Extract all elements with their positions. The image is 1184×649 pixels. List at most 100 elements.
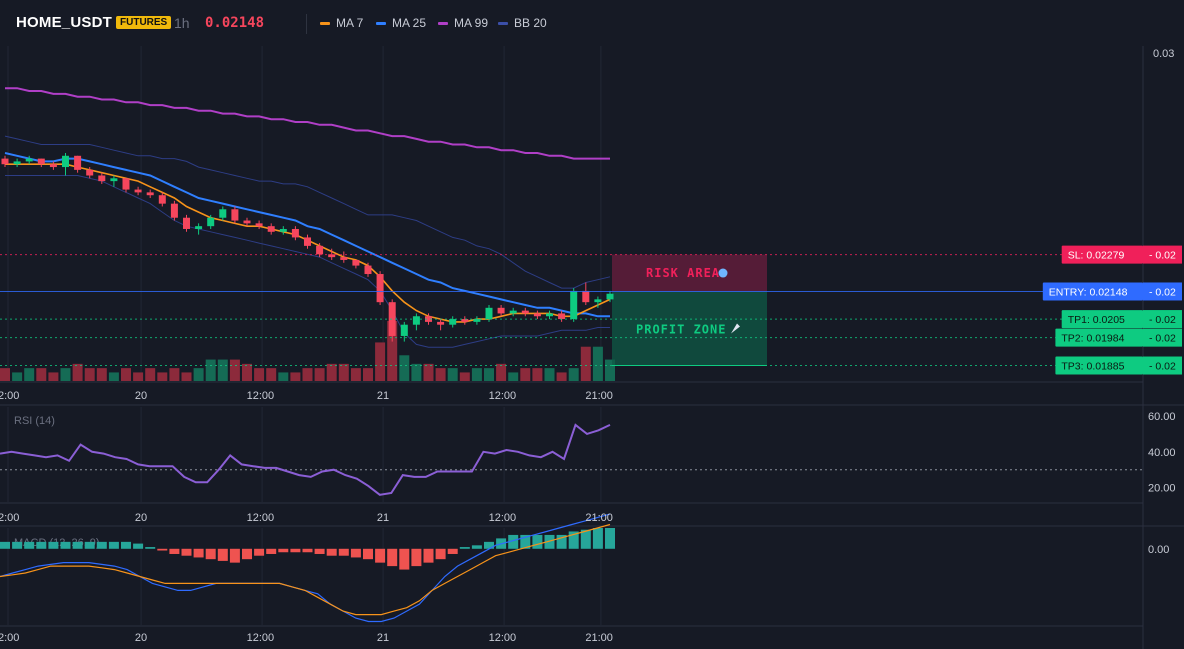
level-axis-tag <box>1143 328 1182 347</box>
candle-body <box>267 226 275 232</box>
level-axis-label: - 0.02 <box>1149 286 1176 298</box>
volume-bar <box>108 372 119 381</box>
candle-body <box>37 158 45 165</box>
candle-body <box>122 178 130 190</box>
candle-body <box>437 321 445 325</box>
time-axis-label: 21:00 <box>585 632 613 644</box>
macd-histogram-bar <box>459 547 470 549</box>
time-axis-label: 12:00 <box>489 512 517 524</box>
rsi-title: RSI (14) <box>14 415 55 427</box>
legend-label: MA 99 <box>454 16 489 30</box>
volume-bars <box>0 321 615 381</box>
rocket-icon <box>731 323 740 334</box>
level-tag-tp <box>1055 328 1143 347</box>
level-axis-label: - 0.02 <box>1149 314 1176 326</box>
timeframe-selector[interactable]: 1h <box>174 15 190 31</box>
macd-histogram-bar <box>169 548 180 554</box>
macd-histogram-bar <box>48 541 59 549</box>
volume-bar <box>580 346 591 381</box>
macd-panel: MACD (12, 26, 9) <box>0 513 615 623</box>
macd-histogram-bar <box>229 548 240 563</box>
macd-histogram-bar <box>72 541 83 549</box>
candle-body <box>62 155 69 168</box>
moving-averages <box>4 87 611 323</box>
volume-bar <box>496 363 507 381</box>
volume-bar <box>254 368 265 381</box>
volume-bar <box>302 368 313 381</box>
candle-body <box>195 226 203 229</box>
macd-histogram-bar <box>580 529 591 549</box>
candle-body <box>1 158 9 165</box>
volume-bar <box>375 342 386 381</box>
price-axis-label: 0.03 <box>1153 48 1174 60</box>
macd-histogram-bar <box>278 548 289 553</box>
candle-body <box>304 237 311 246</box>
macd-histogram-bar <box>532 534 543 549</box>
symbol-title[interactable]: HOME_USDT <box>16 14 112 31</box>
bollinger-bands <box>4 135 611 348</box>
macd-histogram-bar <box>520 534 531 549</box>
candle-body <box>509 310 517 314</box>
volume-bar <box>205 359 216 381</box>
candle-body <box>158 195 166 204</box>
macd-histogram-bar <box>399 548 410 570</box>
candle-body <box>219 209 227 218</box>
volume-bar <box>568 368 579 381</box>
legend-ma99[interactable]: MA 99 <box>438 16 488 30</box>
volume-bar <box>411 363 422 381</box>
volume-bar <box>278 372 289 381</box>
legend-bb20[interactable]: BB 20 <box>498 16 547 30</box>
volume-bar <box>484 368 494 381</box>
legend-ma25[interactable]: MA 25 <box>376 16 426 30</box>
legend-ma7[interactable]: MA 7 <box>320 16 363 30</box>
risk-zone <box>612 254 767 292</box>
macd-histogram-bar <box>326 548 337 556</box>
candle-body <box>546 313 553 317</box>
volume-bar <box>48 372 59 381</box>
legend-label: MA 25 <box>392 16 427 30</box>
macd-histogram-bar <box>484 541 494 549</box>
volume-bar <box>508 372 519 381</box>
shield-icon <box>718 268 728 278</box>
macd-histogram-bar <box>556 534 567 549</box>
level-axis-label: - 0.02 <box>1149 361 1176 373</box>
volume-bar <box>605 359 615 381</box>
macd-histogram-bar <box>145 547 156 549</box>
candle-body <box>473 319 481 322</box>
volume-bar <box>338 363 349 381</box>
axes: 0.03 60.00 40.00 20.00 0.00 2:00 20 12:00 21 12:0… <box>0 48 1176 644</box>
candle-body <box>521 310 529 314</box>
macd-histogram-bar <box>423 548 434 563</box>
last-price: 0.02148 <box>205 15 265 31</box>
level-axis-tag <box>1143 356 1182 375</box>
rsi-panel: RSI (14) <box>0 415 1143 496</box>
ma99-swatch-icon <box>438 22 448 26</box>
level-axis-label: - 0.02 <box>1149 250 1176 262</box>
volume-bar <box>157 372 168 381</box>
volume-bar <box>556 372 567 381</box>
volume-bar <box>544 368 555 381</box>
time-axis-label: 20 <box>135 632 147 644</box>
macd-histogram-bar <box>217 548 228 561</box>
volume-bar <box>471 368 482 381</box>
time-axis-label: 21 <box>377 390 389 402</box>
candle-body <box>49 164 57 168</box>
futures-badge: FUTURES <box>116 16 172 29</box>
candle-body <box>98 175 106 182</box>
candle-body <box>231 209 239 221</box>
macd-histogram-bar <box>447 548 458 554</box>
volume-bar <box>121 368 131 381</box>
level-tag-label: TP3: 0.01885 <box>1061 361 1124 373</box>
macd-signal-line <box>0 523 611 616</box>
chart-header: HOME_USDT FUTURES 1h 0.02148 MA 7 MA 25 … <box>0 0 1184 46</box>
candlesticks[interactable] <box>1 152 614 342</box>
candle-body <box>74 155 82 170</box>
rsi-axis-label: 40.00 <box>1148 447 1176 459</box>
volume-bar <box>242 363 252 381</box>
candle-body <box>316 245 324 255</box>
volume-bar <box>84 368 95 381</box>
volume-bar <box>0 368 10 381</box>
volume-bar <box>72 363 83 381</box>
risk-area-label: RISK AREA <box>646 266 720 280</box>
